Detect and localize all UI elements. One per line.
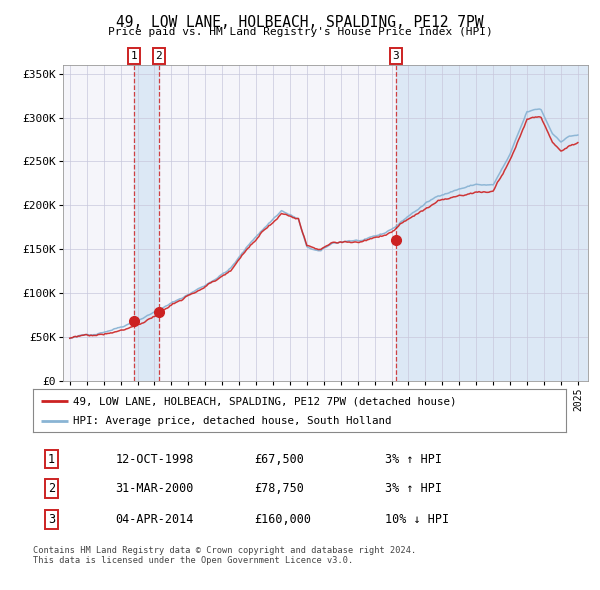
Bar bbox=[396, 65, 588, 381]
Text: 3: 3 bbox=[48, 513, 55, 526]
Text: 31-MAR-2000: 31-MAR-2000 bbox=[116, 481, 194, 495]
Text: 49, LOW LANE, HOLBEACH, SPALDING, PE12 7PW (detached house): 49, LOW LANE, HOLBEACH, SPALDING, PE12 7… bbox=[73, 396, 457, 407]
Text: 2: 2 bbox=[155, 51, 162, 61]
Text: 3: 3 bbox=[392, 51, 400, 61]
Text: 3% ↑ HPI: 3% ↑ HPI bbox=[385, 481, 442, 495]
Text: £67,500: £67,500 bbox=[254, 453, 304, 466]
Text: 12-OCT-1998: 12-OCT-1998 bbox=[116, 453, 194, 466]
Text: 04-APR-2014: 04-APR-2014 bbox=[116, 513, 194, 526]
Text: Contains HM Land Registry data © Crown copyright and database right 2024.
This d: Contains HM Land Registry data © Crown c… bbox=[33, 546, 416, 565]
Bar bbox=[134, 65, 158, 381]
Text: 1: 1 bbox=[48, 453, 55, 466]
Text: 2: 2 bbox=[48, 481, 55, 495]
Bar bbox=[578, 65, 588, 381]
Text: HPI: Average price, detached house, South Holland: HPI: Average price, detached house, Sout… bbox=[73, 417, 391, 426]
Text: 49, LOW LANE, HOLBEACH, SPALDING, PE12 7PW: 49, LOW LANE, HOLBEACH, SPALDING, PE12 7… bbox=[116, 15, 484, 30]
Text: £160,000: £160,000 bbox=[254, 513, 311, 526]
Text: 10% ↓ HPI: 10% ↓ HPI bbox=[385, 513, 449, 526]
Text: £78,750: £78,750 bbox=[254, 481, 304, 495]
Text: 1: 1 bbox=[131, 51, 137, 61]
Text: Price paid vs. HM Land Registry's House Price Index (HPI): Price paid vs. HM Land Registry's House … bbox=[107, 27, 493, 37]
Text: 3% ↑ HPI: 3% ↑ HPI bbox=[385, 453, 442, 466]
